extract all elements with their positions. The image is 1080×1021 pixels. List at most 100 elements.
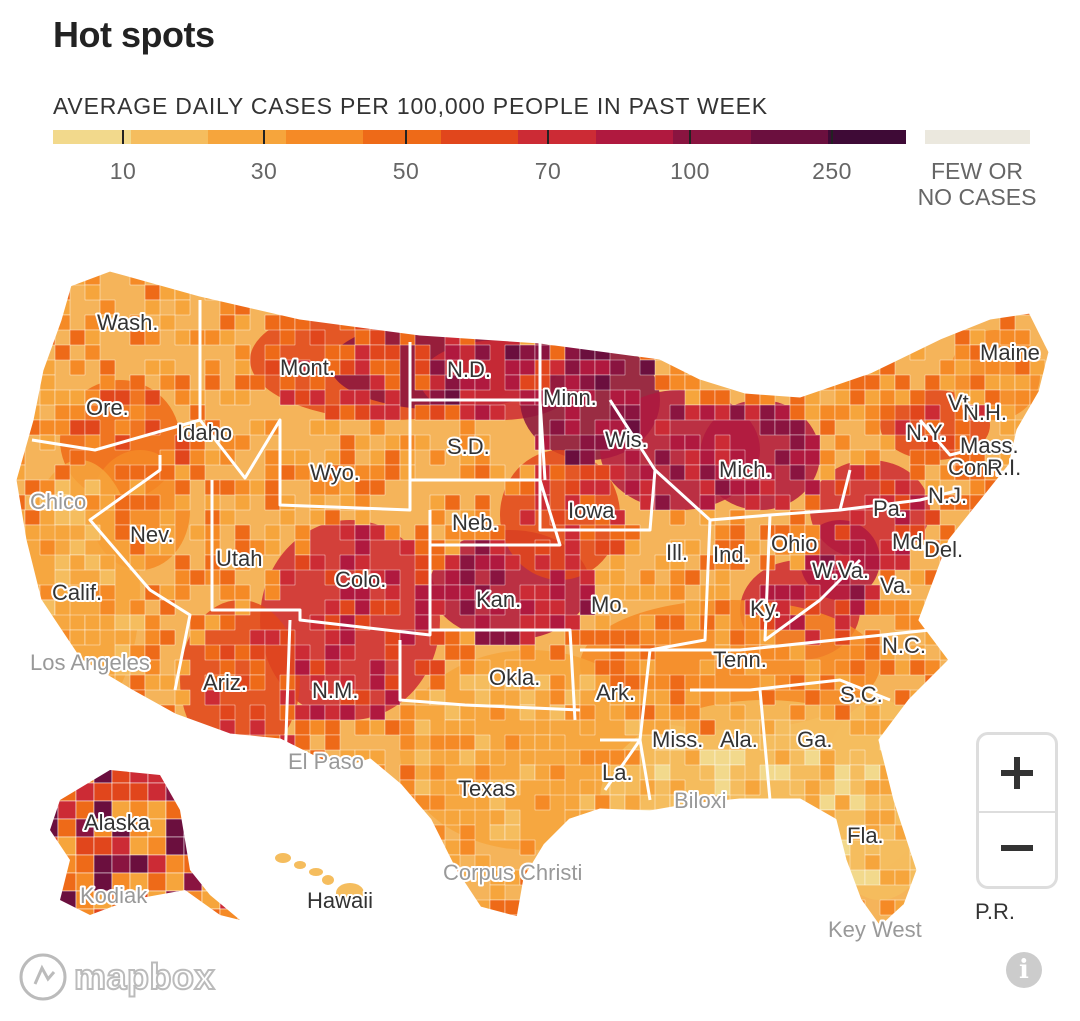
county-cell	[594, 659, 611, 676]
county-cell	[654, 449, 671, 466]
county-cell	[549, 734, 566, 751]
state-borders	[13, 268, 1052, 930]
county-cell	[639, 884, 656, 901]
county-cell	[564, 270, 581, 286]
county-cell	[354, 329, 371, 346]
mapbox-attribution[interactable]: mapbox	[18, 952, 216, 1002]
county-cell	[310, 930, 325, 945]
state-label-hawaii: Hawaii	[307, 888, 373, 913]
county-cell	[414, 839, 431, 856]
county-cell	[969, 704, 986, 721]
county-cell	[369, 674, 386, 691]
county-cell	[744, 629, 761, 646]
county-cell	[147, 854, 167, 874]
county-cell	[969, 479, 986, 496]
county-cell	[189, 734, 206, 751]
city-label-los-angeles: Los Angeles	[30, 650, 150, 675]
county-cell	[339, 524, 356, 541]
county-cell	[924, 299, 941, 316]
county-cell	[669, 509, 686, 526]
county-cell	[939, 374, 956, 391]
county-cell	[924, 374, 941, 391]
county-cell	[939, 689, 956, 706]
county-cell	[564, 899, 581, 916]
county-cell	[804, 314, 821, 331]
county-cell	[189, 854, 206, 871]
county-cell	[864, 464, 881, 481]
county-cell	[1044, 599, 1050, 616]
county-cell	[714, 749, 731, 766]
state-label-ky: Ky.	[750, 596, 780, 621]
city-label-key-west: Key West	[828, 917, 922, 942]
county-cell	[234, 884, 251, 901]
county-cell	[684, 329, 701, 346]
county-cell	[999, 629, 1016, 646]
county-cell	[1014, 614, 1031, 631]
county-cell	[969, 404, 986, 421]
county-cell	[624, 449, 641, 466]
county-cell	[669, 689, 686, 706]
county-cell	[789, 344, 806, 361]
county-cell	[729, 270, 746, 286]
county-cell	[984, 509, 1001, 526]
county-cell	[714, 839, 731, 856]
county-cell	[294, 539, 311, 556]
county-cell	[309, 824, 326, 841]
county-cell	[237, 782, 240, 802]
county-cell	[111, 908, 131, 920]
county-cell	[804, 404, 821, 421]
county-cell	[894, 734, 911, 751]
county-cell	[174, 449, 191, 466]
county-cell	[789, 554, 806, 571]
county-cell	[189, 914, 206, 928]
county-cell	[459, 749, 476, 766]
county-cell	[237, 818, 240, 838]
county-cell	[594, 539, 611, 556]
county-cell	[204, 644, 221, 661]
county-cell	[819, 419, 836, 436]
county-cell	[39, 539, 56, 556]
county-cell	[564, 884, 581, 901]
county-cell	[279, 494, 296, 511]
county-cell	[999, 494, 1016, 511]
state-label-neb: Neb.	[452, 510, 498, 535]
county-cell	[669, 899, 686, 916]
county-cell	[174, 584, 191, 601]
county-cell	[924, 689, 941, 706]
county-cell	[354, 539, 371, 556]
legend-tick-label: 10	[109, 158, 137, 184]
county-cell	[924, 509, 941, 526]
hawaii-island	[336, 883, 364, 903]
county-cell	[639, 614, 656, 631]
us-counties-map[interactable]: Wash. Mont. N.D. Minn. Ore. Idaho S.D. Wis. Wyo.…	[0, 250, 1080, 1020]
county-cell	[249, 644, 266, 661]
county-cell	[834, 614, 851, 631]
county-cell	[309, 419, 326, 436]
county-cell	[84, 734, 101, 751]
county-cell	[1014, 704, 1031, 721]
county-cell	[324, 779, 341, 796]
county-cell	[324, 629, 341, 646]
county-cell	[369, 359, 386, 376]
county-cell	[489, 689, 506, 706]
county-cell	[50, 836, 59, 856]
county-cell	[564, 794, 581, 811]
county-cell	[414, 899, 431, 916]
county-cell	[444, 584, 461, 601]
county-cell	[654, 284, 671, 301]
county-cell	[564, 449, 581, 466]
legend-swatch	[750, 130, 828, 144]
county-cell	[744, 329, 761, 346]
zoom-in-button[interactable]	[979, 735, 1055, 811]
zoom-out-button[interactable]	[979, 811, 1055, 887]
county-cell	[159, 629, 176, 646]
county-cell	[183, 800, 203, 820]
county-cell	[50, 770, 59, 784]
county-cell	[894, 749, 911, 766]
hawaii-island	[309, 868, 323, 876]
county-cell	[639, 689, 656, 706]
city-label-chico: Chico	[30, 489, 86, 514]
info-button[interactable]: i	[1006, 952, 1042, 988]
county-cell	[429, 389, 446, 406]
county-cell	[684, 539, 701, 556]
